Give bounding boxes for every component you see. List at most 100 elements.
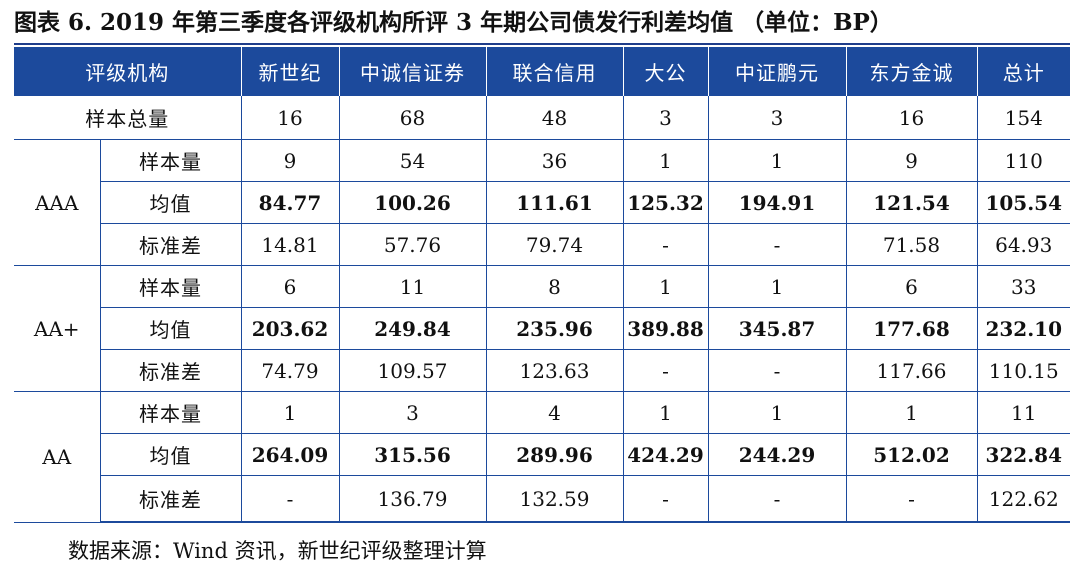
sample-total-label: 样本总量 — [14, 95, 242, 140]
table-cell: 3 — [622, 95, 709, 140]
header-agency: 新世纪 — [240, 47, 339, 96]
table-cell: 110 — [976, 139, 1070, 182]
table-cell: 512.02 — [845, 433, 978, 476]
table-cell: 110.15 — [976, 349, 1070, 392]
table-cell: 1 — [240, 391, 340, 434]
table-cell: 1 — [707, 391, 847, 434]
table-cell: 345.87 — [707, 307, 847, 350]
table-cell: 249.84 — [338, 307, 487, 350]
table-row: 标准差 - 136.79 132.59 - - - 122.62 — [14, 475, 1070, 523]
table-cell: 322.84 — [976, 433, 1070, 476]
figure-title: 图表 6. 2019 年第三季度各评级机构所评 3 年期公司债发行利差均值 （单… — [14, 9, 893, 36]
table-cell: 74.79 — [240, 349, 340, 392]
table-cell: 33 — [976, 265, 1070, 308]
table-cell: 121.54 — [845, 181, 978, 224]
table-row: 标准差 14.81 57.76 79.74 - - 71.58 64.93 — [14, 223, 1070, 266]
table-cell: 9 — [240, 139, 340, 182]
table-cell: - — [707, 349, 847, 392]
metric-label: 均值 — [100, 181, 242, 224]
table-cell: 6 — [845, 265, 978, 308]
table-cell: 136.79 — [338, 475, 487, 523]
table-cell: 100.26 — [338, 181, 487, 224]
table-cell: 71.58 — [845, 223, 978, 266]
table-cell: 16 — [240, 95, 340, 140]
table-cell: 122.62 — [976, 475, 1070, 523]
table-cell: 1 — [622, 139, 709, 182]
table-cell: - — [707, 475, 847, 523]
table-cell: 68 — [338, 95, 487, 140]
metric-label: 标准差 — [100, 223, 242, 266]
table-cell: 264.09 — [240, 433, 340, 476]
table-cell: 289.96 — [485, 433, 624, 476]
header-total: 总计 — [976, 47, 1070, 96]
spread-table: 评级机构 新世纪 中诚信证券 联合信用 大公 中证鹏元 东方金诚 总计 样本总量… — [14, 47, 1070, 523]
table-cell: 125.32 — [622, 181, 709, 224]
header-agency: 联合信用 — [485, 47, 623, 96]
header-agency: 中诚信证券 — [338, 47, 486, 96]
table-row: AA+ 样本量 6 11 8 1 1 6 33 — [14, 265, 1070, 392]
table-cell: 4 — [485, 391, 624, 434]
table-cell: 6 — [240, 265, 340, 308]
table-cell: 79.74 — [485, 223, 624, 266]
table-cell: 235.96 — [485, 307, 624, 350]
sample-total-row: 样本总量 16 68 48 3 3 16 154 — [14, 95, 1070, 140]
table-cell: 16 — [845, 95, 978, 140]
table-cell: 1 — [707, 265, 847, 308]
table-cell: 1 — [707, 139, 847, 182]
header-agency: 大公 — [622, 47, 708, 96]
source-note: 数据来源：Wind 资讯，新世纪评级整理计算 — [68, 539, 487, 563]
table-row: AAA 样本量 9 54 36 1 1 9 110 — [14, 139, 1070, 266]
metric-label: 样本量 — [99, 265, 242, 308]
table-cell: 203.62 — [240, 307, 340, 350]
metric-label: 标准差 — [100, 349, 242, 392]
table-cell: 84.77 — [240, 181, 340, 224]
rating-label: AA — [14, 391, 101, 523]
table-cell: 9 — [845, 139, 978, 182]
table-cell: 57.76 — [338, 223, 487, 266]
metric-label: 均值 — [100, 307, 242, 350]
table-row: AA 样本量 1 3 4 1 1 1 11 — [14, 391, 1070, 523]
table-cell: - — [622, 223, 709, 266]
table-cell: 11 — [976, 391, 1070, 434]
table-cell: - — [622, 349, 709, 392]
table-cell: 194.91 — [707, 181, 847, 224]
table-cell: 3 — [707, 95, 847, 140]
table-cell: 64.93 — [976, 223, 1070, 266]
table-cell: 14.81 — [240, 223, 340, 266]
table-cell: 3 — [338, 391, 487, 434]
table-cell: 177.68 — [845, 307, 978, 350]
table-row: 均值 203.62 249.84 235.96 389.88 345.87 17… — [14, 307, 1070, 350]
table-cell: 244.29 — [707, 433, 847, 476]
table-row: 均值 264.09 315.56 289.96 424.29 244.29 51… — [14, 433, 1070, 476]
header-row: 评级机构 新世纪 中诚信证券 联合信用 大公 中证鹏元 东方金诚 总计 — [14, 47, 1070, 96]
table-cell: 315.56 — [338, 433, 487, 476]
table-cell: 1 — [622, 391, 709, 434]
table-cell: 232.10 — [976, 307, 1070, 350]
table-cell: 132.59 — [485, 475, 624, 523]
metric-label: 均值 — [100, 433, 242, 476]
table-cell: 389.88 — [622, 307, 709, 350]
table-cell: - — [707, 223, 847, 266]
table-cell: 1 — [622, 265, 709, 308]
table-cell: 8 — [485, 265, 624, 308]
table-cell: 117.66 — [845, 349, 978, 392]
header-agency: 东方金诚 — [845, 47, 977, 96]
table-cell: 105.54 — [976, 181, 1070, 224]
header-rating-agency: 评级机构 — [14, 47, 241, 96]
title-rule — [14, 43, 1070, 45]
table-row: 均值 84.77 100.26 111.61 125.32 194.91 121… — [14, 181, 1070, 224]
table-cell: 36 — [485, 139, 624, 182]
metric-label: 标准差 — [100, 475, 242, 523]
rating-label: AA+ — [14, 265, 101, 392]
table-cell: 1 — [845, 391, 978, 434]
table-cell: - — [240, 475, 340, 523]
table-cell: - — [845, 475, 978, 523]
table-cell: 111.61 — [485, 181, 624, 224]
metric-label: 样本量 — [99, 391, 242, 434]
table-cell: 123.63 — [485, 349, 624, 392]
table-cell: 48 — [485, 95, 624, 140]
table-cell: 11 — [338, 265, 487, 308]
table-row: 标准差 74.79 109.57 123.63 - - 117.66 110.1… — [14, 349, 1070, 392]
table-cell: 109.57 — [338, 349, 487, 392]
table-cell: 424.29 — [622, 433, 709, 476]
